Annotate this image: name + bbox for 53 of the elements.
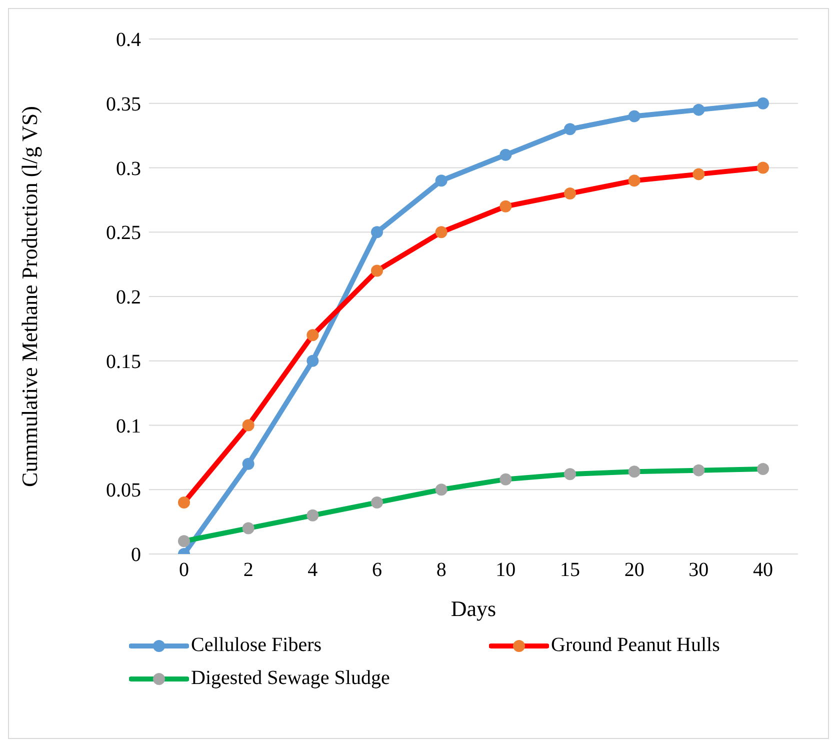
point bbox=[371, 226, 383, 238]
point bbox=[628, 110, 640, 122]
y-tick-label: 0.3 bbox=[116, 158, 141, 180]
x-tick-label: 30 bbox=[688, 559, 709, 582]
point bbox=[371, 496, 383, 508]
point bbox=[435, 226, 448, 238]
point bbox=[500, 148, 512, 161]
point bbox=[178, 535, 190, 548]
point bbox=[564, 468, 576, 480]
point bbox=[242, 458, 254, 470]
point bbox=[242, 522, 254, 534]
point bbox=[692, 104, 705, 116]
point bbox=[757, 162, 769, 174]
legend-label: Ground Peanut Hulls bbox=[551, 634, 720, 657]
point bbox=[628, 466, 640, 478]
y-tick-label: 0.05 bbox=[106, 480, 141, 502]
y-tick-label: 0.4 bbox=[116, 29, 141, 52]
point bbox=[692, 464, 705, 476]
x-tick-label: 15 bbox=[560, 559, 580, 582]
point bbox=[500, 473, 512, 486]
x-axis-title: Days bbox=[450, 596, 496, 621]
point bbox=[564, 123, 576, 136]
y-tick-label: 0.25 bbox=[106, 222, 141, 244]
y-tick-label: 0 bbox=[131, 544, 141, 566]
x-tick-label: 2 bbox=[243, 559, 254, 582]
y-tick-label: 0.2 bbox=[116, 286, 141, 309]
x-tick-label: 10 bbox=[496, 559, 516, 582]
point bbox=[692, 168, 705, 180]
point bbox=[242, 419, 254, 432]
x-tick-label: 8 bbox=[436, 559, 446, 582]
point bbox=[757, 463, 769, 476]
x-tick-label: 6 bbox=[372, 559, 382, 582]
x-tick-label: 0 bbox=[179, 559, 189, 582]
point bbox=[306, 354, 319, 367]
point bbox=[178, 496, 190, 508]
x-tick-label: 40 bbox=[753, 559, 773, 582]
point bbox=[500, 200, 512, 212]
y-tick-label: 0.15 bbox=[106, 350, 141, 373]
legend-label: Cellulose Fibers bbox=[191, 634, 322, 657]
x-tick-label: 20 bbox=[624, 559, 644, 582]
point bbox=[435, 484, 448, 496]
point bbox=[628, 174, 640, 187]
point bbox=[757, 97, 769, 110]
y-axis-title: Cummulative Methane Production (l/g VS) bbox=[16, 106, 42, 487]
x-tick-label: 4 bbox=[308, 559, 318, 582]
legend-label: Digested Sewage Sludge bbox=[191, 667, 390, 690]
point bbox=[306, 509, 319, 522]
point bbox=[371, 264, 383, 277]
point bbox=[306, 329, 319, 342]
point bbox=[564, 188, 576, 200]
y-tick-label: 0.35 bbox=[106, 93, 141, 116]
point bbox=[435, 174, 448, 187]
y-tick-label: 0.1 bbox=[116, 415, 141, 438]
